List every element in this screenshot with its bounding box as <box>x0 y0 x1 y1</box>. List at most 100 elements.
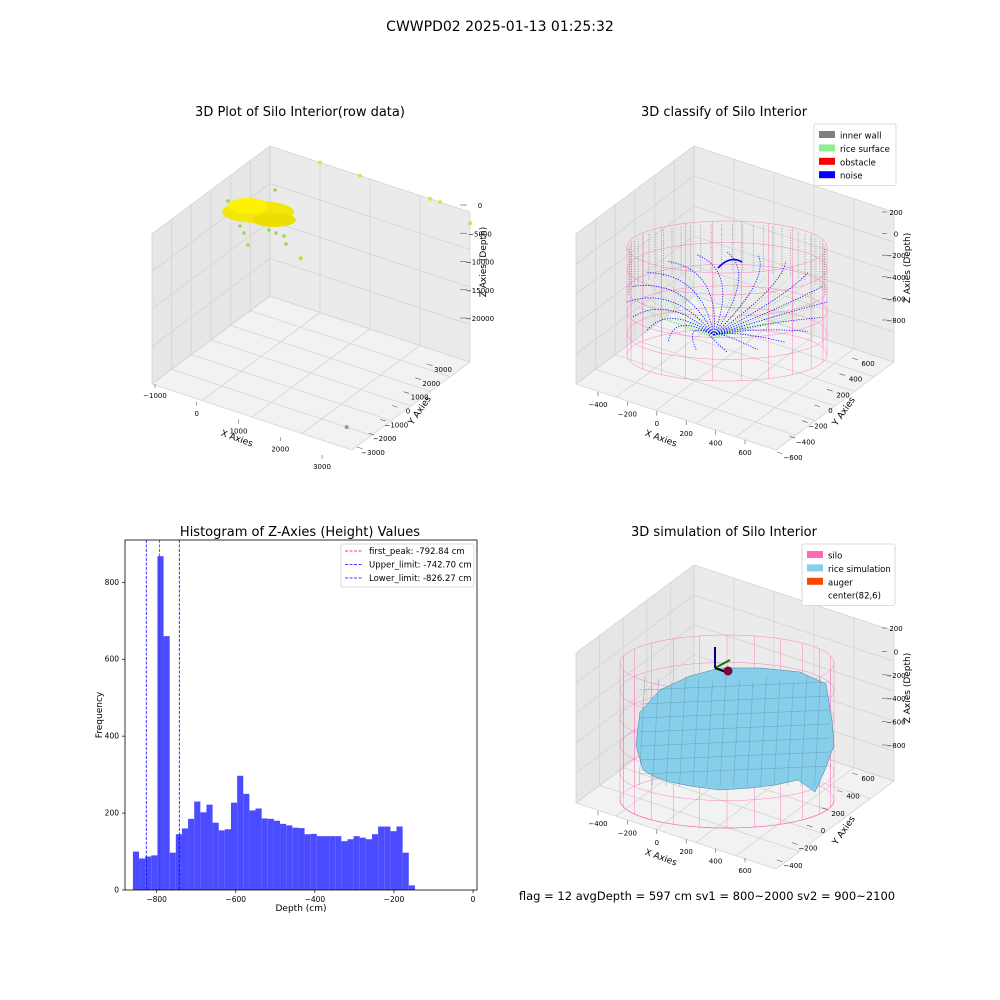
histogram-bar <box>335 836 342 890</box>
tick-mark <box>836 790 843 793</box>
z-tick-label: 0 <box>894 231 898 239</box>
histogram-bar <box>200 812 207 890</box>
rice-surface-strand <box>638 292 715 339</box>
surface-mesh <box>814 678 821 787</box>
raw-point <box>344 425 349 430</box>
center-marker <box>723 666 733 676</box>
simulation-legend-swatch <box>807 551 823 558</box>
z-tick-label: −400 <box>886 695 905 703</box>
raw-data-3d-panel: 3D Plot of Silo Interior(row data) −1000… <box>143 105 494 471</box>
histogram-bar <box>243 793 250 890</box>
tick-mark <box>851 357 858 361</box>
x-tick-label: 400 <box>709 439 722 447</box>
simulation-legend-swatch <box>807 591 823 599</box>
histogram-bar <box>396 826 403 890</box>
z-tick-label: 200 <box>889 209 902 217</box>
y-tick-label: −600 <box>783 454 802 462</box>
surface-mesh <box>787 681 794 787</box>
histogram-bar <box>378 826 385 890</box>
tick-mark <box>839 373 846 376</box>
tick-mark <box>415 377 422 380</box>
surface-mesh <box>639 737 831 747</box>
grid-line <box>191 354 392 422</box>
classify-legend-label: inner wall <box>840 132 881 142</box>
z-tick-label: −200 <box>886 672 905 680</box>
tick-mark <box>426 363 433 367</box>
rice-surface-strand <box>688 276 715 339</box>
y-tick-label: −3000 <box>361 449 385 457</box>
histogram-legend-label: first_peak: -792.84 cm <box>369 547 465 557</box>
histogram-bar <box>304 834 311 890</box>
classify-legend-swatch <box>819 144 835 152</box>
grid-line <box>210 339 412 407</box>
grid-line <box>250 310 451 378</box>
x-tick-label: −400 <box>305 895 326 904</box>
grid-line <box>151 295 271 385</box>
raw-data-ticks: −10000100020003000−3000−2000−10000100020… <box>143 202 494 471</box>
histogram-bar <box>316 836 323 890</box>
legend-frame <box>340 543 475 588</box>
raw-point <box>468 221 472 226</box>
noise-strand <box>713 261 787 336</box>
legend-frame <box>801 543 896 606</box>
noise-strand <box>717 258 743 269</box>
tick-mark <box>403 391 410 394</box>
x-tick-label: −400 <box>588 820 607 828</box>
x-tick-label: −200 <box>384 895 405 904</box>
histogram-bar <box>267 818 274 890</box>
grid-line <box>230 324 431 392</box>
classify-legend-label: rice surface <box>840 145 890 155</box>
raw-point <box>358 173 362 178</box>
y-tick-label: 600 <box>105 655 120 664</box>
raw-point <box>438 200 442 205</box>
rice-simulation-surface <box>635 667 835 793</box>
z-tick-label: −200 <box>886 252 905 260</box>
y-tick-label: 0 <box>406 408 410 416</box>
z-tick-label: −5000 <box>468 230 492 238</box>
noise-strand <box>646 272 715 336</box>
side-pane <box>576 565 694 803</box>
grid-line <box>735 767 855 857</box>
histogram-bar <box>206 804 213 890</box>
histogram-bar <box>188 818 195 890</box>
grid-line <box>775 780 895 870</box>
classify-3d-box <box>575 145 895 451</box>
noise-strand <box>713 286 823 336</box>
grid-line <box>269 145 471 213</box>
simulation-legend-swatch <box>807 577 823 585</box>
y-tick-label: 600 <box>861 775 874 783</box>
surface-mesh <box>639 765 831 775</box>
simulation-xlabel: X Axies <box>643 848 678 869</box>
grid-line <box>595 368 796 436</box>
raw-point <box>226 199 230 203</box>
histogram-bar <box>384 826 391 890</box>
histogram-bar <box>175 834 182 890</box>
grid-line <box>599 785 800 852</box>
y-tick-label: 0 <box>821 827 825 835</box>
grid-line <box>575 564 695 654</box>
tick-mark <box>851 772 858 776</box>
histogram-legend-label: Upper_limit: -742.70 cm <box>369 561 472 571</box>
tick-mark <box>821 807 828 810</box>
raw-data-zlabel: Z Axies (Depth) <box>479 227 489 298</box>
raw-point <box>238 224 242 228</box>
histogram-bar <box>139 858 146 890</box>
z-tick-label: 0 <box>478 202 482 210</box>
surface-mesh <box>706 681 713 787</box>
histogram-bar <box>298 828 305 890</box>
x-tick-label: 600 <box>738 867 751 875</box>
grid-line <box>615 354 816 422</box>
rice-surface-strand <box>634 299 715 339</box>
raw-point <box>284 242 288 246</box>
noise-strand <box>713 301 828 336</box>
raw-point <box>282 234 286 238</box>
surface-mesh <box>692 678 700 787</box>
y-tick-label: 400 <box>105 732 120 741</box>
tick-mark <box>801 420 808 423</box>
z-tick-label: 0 <box>894 648 898 656</box>
simulation-legend-label: rice simulation <box>828 565 891 575</box>
tick-mark <box>791 842 798 845</box>
histogram-bar <box>341 841 348 890</box>
surface-mesh <box>639 681 831 691</box>
